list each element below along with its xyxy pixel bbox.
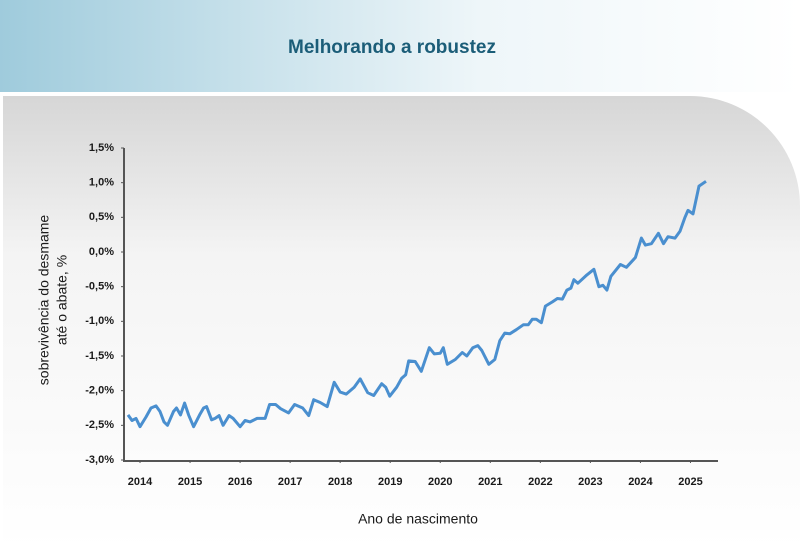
x-tick-label: 2014 <box>128 476 153 488</box>
data-line <box>126 180 707 429</box>
y-tick-label: 0,5% <box>89 211 114 223</box>
y-tick-label: -0,5% <box>85 281 114 293</box>
x-axis-label: Ano de nascimento <box>358 511 478 527</box>
x-tick-label: 2021 <box>478 476 502 488</box>
y-tick-label: -2,5% <box>85 419 114 431</box>
panel <box>3 96 800 550</box>
x-tick-label: 2023 <box>578 476 602 488</box>
y-tick-label: 0,0% <box>89 246 114 258</box>
y-axis-label: sobrevivência do desmame <box>36 215 52 386</box>
x-tick-label: 2016 <box>228 476 252 488</box>
x-tick-label: 2020 <box>428 476 452 488</box>
y-tick-label: -2,0% <box>85 385 114 397</box>
x-tick-label: 2025 <box>678 476 702 488</box>
y-tick-label: -1,0% <box>85 315 114 327</box>
x-tick-label: 2022 <box>528 476 552 488</box>
header-band <box>0 0 800 92</box>
x-tick-label: 2019 <box>378 476 402 488</box>
y-tick-label: 1,5% <box>89 142 114 154</box>
y-tick-label: -1,5% <box>85 350 114 362</box>
chart-title: Melhorando a robustez <box>288 37 496 58</box>
x-tick-label: 2024 <box>628 476 653 488</box>
y-tick-label: 1,0% <box>89 177 114 189</box>
y-tick-label: -3,0% <box>85 454 114 466</box>
x-tick-label: 2017 <box>278 476 302 488</box>
y-axis-label: até o abate, % <box>54 255 70 345</box>
x-tick-label: 2018 <box>328 476 352 488</box>
x-tick-label: 2015 <box>178 476 202 488</box>
